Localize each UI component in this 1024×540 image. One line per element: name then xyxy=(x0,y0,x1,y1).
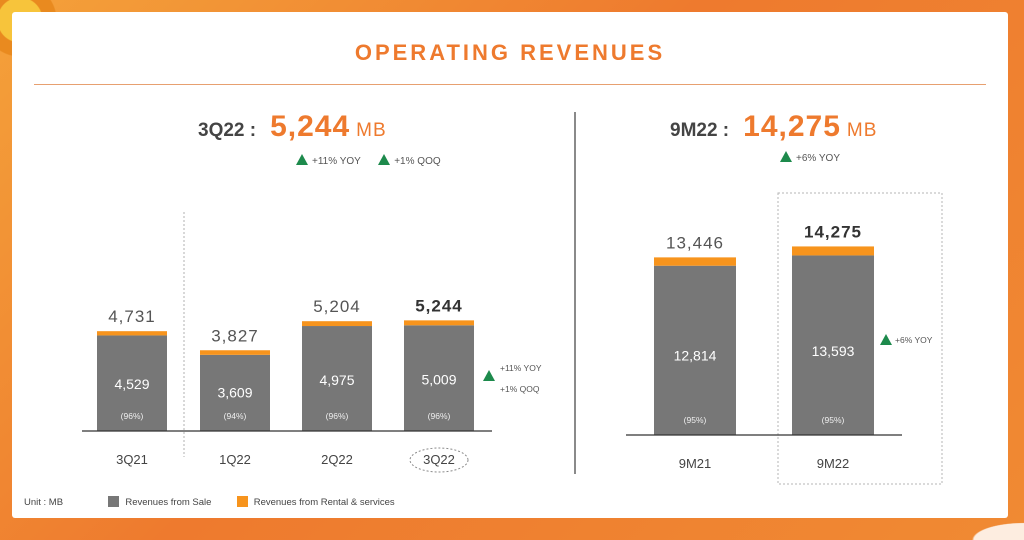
quarter-summary: 3Q22 : 5,244 MB xyxy=(198,110,387,144)
total-label-3Q21: 4,731 xyxy=(108,307,156,326)
category-label-3Q21: 3Q21 xyxy=(116,452,148,467)
up-arrow-icon xyxy=(780,151,792,162)
bar-sale-9M22 xyxy=(792,255,874,435)
unit-note: Unit : MB xyxy=(24,497,64,508)
page-title: OPERATING REVENUES xyxy=(354,40,666,65)
highlight-box xyxy=(777,192,943,485)
ninemonth-total: 14,275 xyxy=(743,110,841,143)
bar-rental-2Q22 xyxy=(302,321,372,327)
bar-rental-3Q21 xyxy=(97,331,167,336)
share-label-3Q21: (96%) xyxy=(121,411,144,421)
ninemonth-period: 9M22 : xyxy=(670,120,730,141)
sale-value-label-3Q22: 5,009 xyxy=(421,371,456,387)
annotation-0-0: +11% YOY xyxy=(500,363,542,373)
total-label-9M21: 13,446 xyxy=(666,233,724,252)
up-arrow-icon xyxy=(378,154,391,165)
share-label-9M21: (95%) xyxy=(684,415,707,425)
bar-sale-1Q22 xyxy=(200,354,270,431)
bar-rental-9M21 xyxy=(654,257,736,266)
growth-yoy: +11% YOY xyxy=(312,156,361,167)
share-label-1Q22: (94%) xyxy=(224,411,247,421)
share-label-3Q22: (96%) xyxy=(428,411,451,421)
sale-value-label-1Q22: 3,609 xyxy=(217,384,252,400)
total-label-9M22: 14,275 xyxy=(804,222,862,241)
legend-swatch-sale xyxy=(108,496,120,507)
bar-sale-3Q22 xyxy=(404,325,474,431)
category-label-2Q22: 2Q22 xyxy=(321,452,353,467)
up-arrow-icon xyxy=(880,334,892,345)
legend-swatch-rental xyxy=(236,496,248,507)
legend-label-rental: Revenues from Rental & services xyxy=(253,497,395,508)
bar-sale-3Q21 xyxy=(97,335,167,431)
sale-value-label-3Q21: 4,529 xyxy=(114,376,149,392)
sale-value-label-9M21: 12,814 xyxy=(674,348,717,364)
total-label-3Q22: 5,244 xyxy=(415,296,463,315)
total-label-2Q22: 5,204 xyxy=(313,297,361,316)
share-label-9M22: (95%) xyxy=(822,415,845,425)
sale-value-label-2Q22: 4,975 xyxy=(319,372,354,388)
legend-label-sale: Revenues from Sale xyxy=(125,497,212,508)
sale-value-label-9M22: 13,593 xyxy=(812,343,855,359)
bar-rental-9M22 xyxy=(792,246,874,256)
quarter-unit: MB xyxy=(356,120,387,141)
highlight-ellipse xyxy=(409,447,469,473)
ninemonth-growth: +6% YOY xyxy=(780,151,840,164)
ninemonth-summary: 9M22 : 14,275 MB xyxy=(670,110,877,144)
quarter-total: 5,244 xyxy=(270,110,351,143)
category-label-3Q22: 3Q22 xyxy=(423,452,455,467)
growth-qoq: +1% QOQ xyxy=(394,156,441,167)
title-divider xyxy=(34,84,986,85)
category-label-9M21: 9M21 xyxy=(679,456,712,471)
total-label-1Q22: 3,827 xyxy=(211,326,259,345)
quarter-growth: +11% YOY +1% QOQ xyxy=(296,154,441,167)
ninemonth-unit: MB xyxy=(846,120,878,141)
bar-sale-2Q22 xyxy=(302,326,372,431)
quarter-period: 3Q22 : xyxy=(198,120,257,141)
share-label-2Q22: (96%) xyxy=(326,411,349,421)
legend: Unit : MB Revenues from Sale Revenues fr… xyxy=(24,496,395,508)
bar-sale-9M21 xyxy=(654,265,736,435)
annotation-0-1: +1% QOQ xyxy=(500,384,540,394)
up-arrow-icon xyxy=(296,154,308,165)
growth-yoy-9m: +6% YOY xyxy=(796,153,841,164)
bar-rental-1Q22 xyxy=(200,350,270,355)
bar-rental-3Q22 xyxy=(404,320,474,326)
annotation-1-0: +6% YOY xyxy=(895,335,933,345)
category-label-9M22: 9M22 xyxy=(817,456,850,471)
category-label-1Q22: 1Q22 xyxy=(219,452,251,467)
up-arrow-icon xyxy=(483,370,495,381)
section-divider xyxy=(574,112,576,474)
